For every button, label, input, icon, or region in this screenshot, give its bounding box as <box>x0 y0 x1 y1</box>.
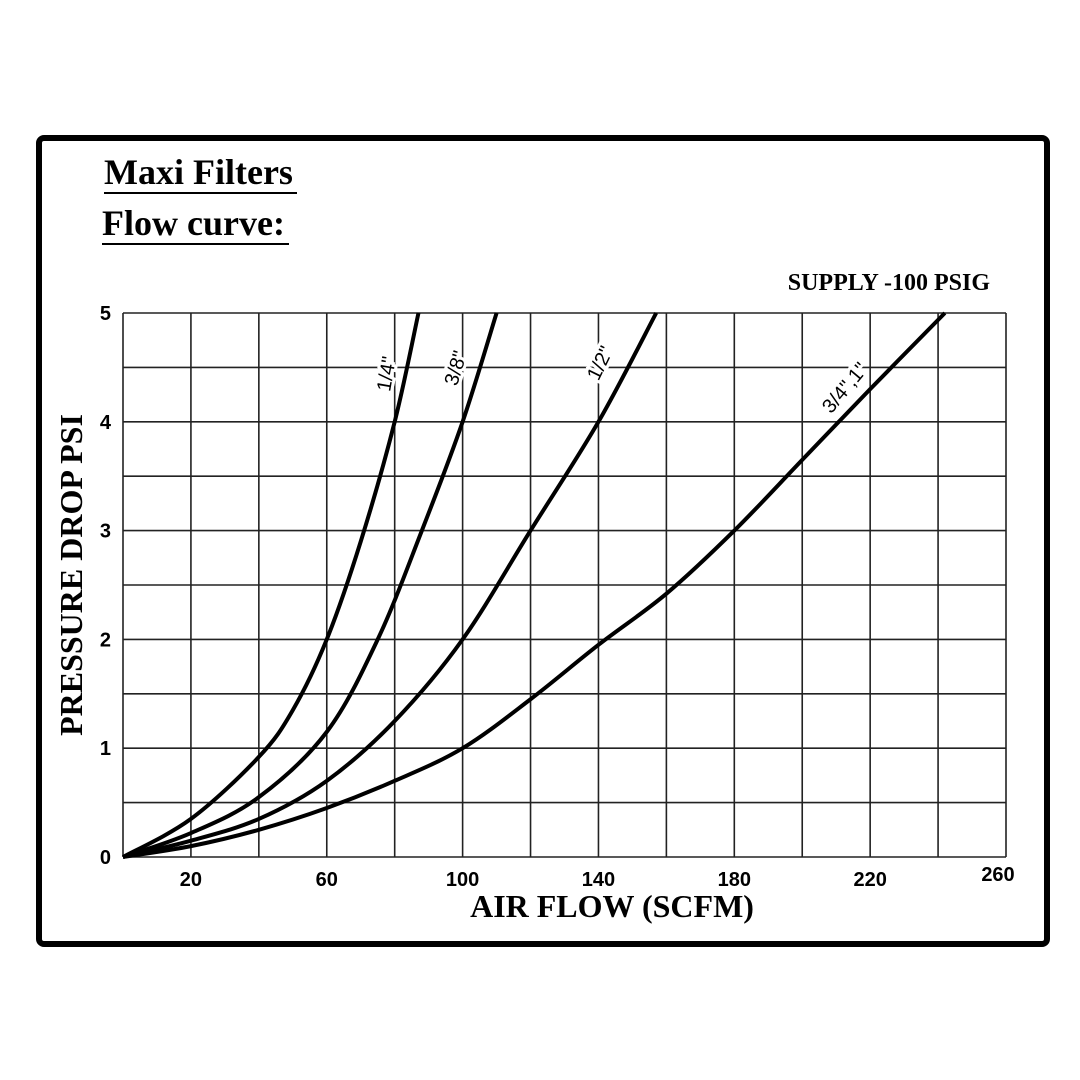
y-tick-label: 0 <box>100 847 111 869</box>
x-tick-label: 60 <box>316 869 338 891</box>
y-tick-label: 2 <box>100 629 111 651</box>
x-tick-label: 180 <box>718 869 751 891</box>
y-tick-label: 1 <box>100 738 111 760</box>
supply-annotation: SUPPLY -100 PSIG <box>788 270 991 296</box>
series-label: 3/8" <box>441 348 472 388</box>
series-curve <box>122 312 658 859</box>
x-tick-label: 20 <box>180 869 202 891</box>
x-tick-label: 100 <box>446 869 479 891</box>
series-label: 1/2" <box>583 343 618 384</box>
x-tick-label: 220 <box>853 869 886 891</box>
y-tick-label: 3 <box>100 521 111 543</box>
chart-frame <box>36 135 1050 947</box>
series-curve <box>122 312 421 859</box>
series-curve <box>122 312 499 859</box>
series-curve <box>122 311 947 859</box>
y-axis-label: PRESSURE DROP PSI <box>53 414 89 736</box>
x-axis-label: AIR FLOW (SCFM) <box>470 888 754 924</box>
chart-title: Maxi Filters <box>104 152 297 194</box>
y-tick-label: 5 <box>100 303 111 325</box>
y-tick-label: 4 <box>100 412 112 434</box>
x-tick-label: 140 <box>582 869 615 891</box>
series-label: 1/4" <box>373 355 401 393</box>
x-tick-label: 260 <box>981 864 1014 886</box>
chart-subtitle: Flow curve: <box>102 203 289 245</box>
